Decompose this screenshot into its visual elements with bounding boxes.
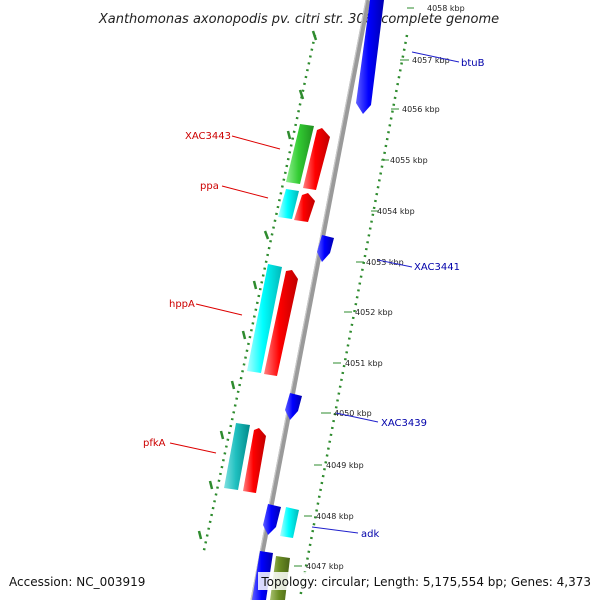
tick-label: 4058 kbp (427, 4, 465, 13)
tick-label: 4054 kbp (377, 207, 415, 216)
left-strand-genes (224, 124, 330, 600)
inner-dotted-track (298, 34, 409, 599)
left-gene-label-leaders (169, 135, 281, 454)
genome-backbone-highlight (250, 0, 367, 600)
left-gene-labels: XAC3443 ppa hppA pfkA (143, 131, 231, 449)
gene-label-ppa[interactable]: ppa (200, 181, 219, 192)
gene-label-btuB[interactable]: btuB (461, 58, 485, 69)
right-gene-labels: btuB XAC3441 XAC3439 adk (361, 58, 485, 540)
genome-backbone (250, 0, 371, 600)
gene-label-XAC3439[interactable]: XAC3439 (381, 418, 427, 429)
gene-XAC3439-blue (285, 393, 302, 420)
topology-text: Topology: circular; Length: 5,175,554 bp… (260, 575, 591, 589)
gene-label-adk[interactable]: adk (361, 529, 379, 540)
tick-label: 4056 kbp (402, 105, 440, 114)
tick-label: 4051 kbp (345, 359, 383, 368)
tick-label: 4052 kbp (355, 308, 393, 317)
gene-adk-blue (263, 504, 281, 535)
gene-XAC3441-blue (317, 235, 334, 262)
gene-ppa-cyan (278, 189, 299, 219)
gene-adk-cyan (280, 507, 299, 538)
tick-label: 4048 kbp (316, 512, 354, 521)
footer-bg-right (258, 572, 596, 590)
outer-track-major-ticks (197, 30, 318, 540)
tick-label: 4049 kbp (326, 461, 364, 470)
gene-hppA-red (264, 270, 298, 376)
gene-label-pfkA[interactable]: pfkA (143, 438, 166, 449)
tick-label: 4053 kbp (366, 258, 404, 267)
gene-ppa-red (294, 193, 315, 222)
gene-btuB-blue (356, 0, 384, 114)
tick-label: 4050 kbp (334, 409, 372, 418)
map-title: Xanthomonas axonopodis pv. citri str. 30… (98, 12, 499, 27)
tick-label: 4057 kbp (412, 56, 450, 65)
gene-pfkA-red (243, 428, 266, 493)
footer-bg-left (6, 572, 150, 590)
tick-label: 4047 kbp (306, 562, 344, 571)
gene-hppA-cyan (247, 264, 282, 373)
kbp-labels: 4058 kbp 4057 kbp 4056 kbp 4055 kbp 4054… (306, 4, 465, 571)
tick-label: 4055 kbp (390, 156, 428, 165)
kbp-scale (294, 7, 414, 567)
accession-text: Accession: NC_003919 (9, 575, 145, 589)
right-gene-label-leaders (311, 51, 460, 534)
outer-dotted-track (201, 34, 317, 556)
gene-label-XAC3443[interactable]: XAC3443 (185, 131, 231, 142)
gene-label-XAC3441[interactable]: XAC3441 (414, 262, 460, 273)
gene-XAC3443-red (303, 128, 330, 190)
gene-pfkA-teal (224, 423, 250, 490)
gene-XAC3443-green (286, 124, 314, 184)
gene-label-hppA[interactable]: hppA (169, 299, 195, 310)
